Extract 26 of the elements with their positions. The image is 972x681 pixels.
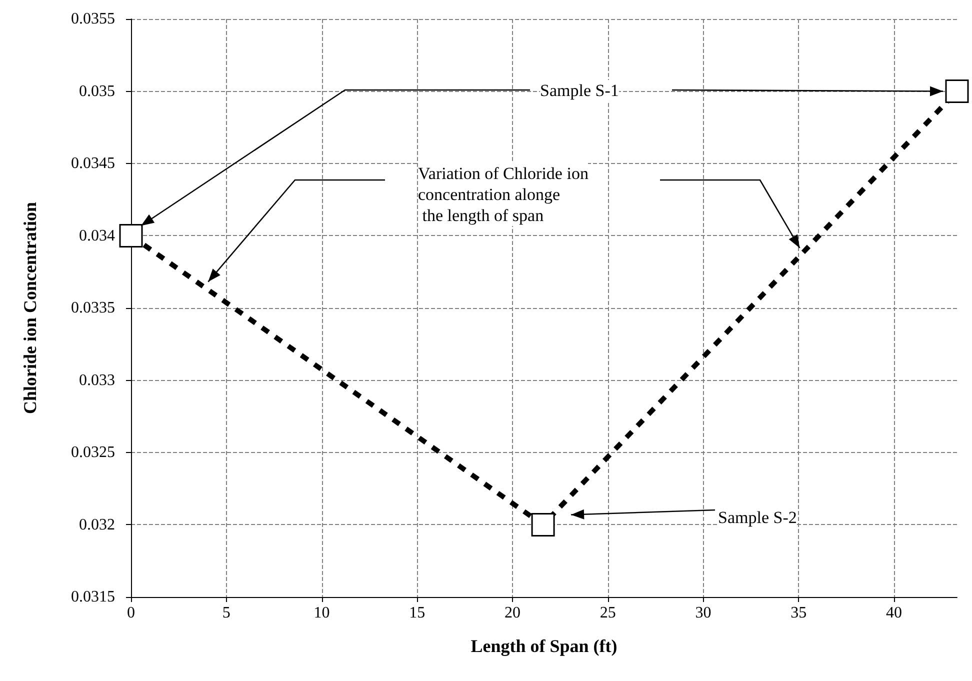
y-tick-label: 0.0315 — [71, 588, 115, 606]
x-tick-label: 15 — [409, 604, 426, 622]
y-tick-label: 0.0355 — [71, 10, 115, 28]
x-tick-label: 30 — [695, 604, 712, 622]
point — [945, 80, 969, 103]
x-tick-label: 40 — [886, 604, 902, 622]
x-axis-title: Length of Span (ft) — [470, 636, 618, 656]
y-tick-label: 0.0345 — [71, 155, 115, 172]
y-tick-label: 0.035 — [79, 82, 115, 100]
annotation: Variation of Chloride ion concentration alonge the length of span — [418, 163, 588, 226]
x-tick-label: 35 — [790, 604, 807, 622]
y-axis-title: Chloride ion Concentration — [20, 202, 40, 414]
y-tick-label: 0.033 — [79, 372, 115, 389]
y-tick-label: 0.034 — [79, 227, 115, 244]
y-tick-label: 0.032 — [79, 516, 115, 534]
x-tick-label: 25 — [600, 604, 616, 622]
annotation: Sample S-1 — [540, 80, 619, 101]
y-tick-label: 0.0335 — [71, 300, 115, 316]
point — [531, 513, 555, 536]
point — [119, 224, 143, 248]
x-tick-label: 5 — [222, 604, 230, 622]
x-tick-label: 0 — [127, 604, 135, 622]
annotation: Sample S-2 — [718, 507, 797, 528]
x-tick-label: 20 — [504, 604, 521, 622]
x-tick-label: 10 — [314, 604, 330, 622]
y-tick-label: 0.0325 — [71, 444, 115, 461]
